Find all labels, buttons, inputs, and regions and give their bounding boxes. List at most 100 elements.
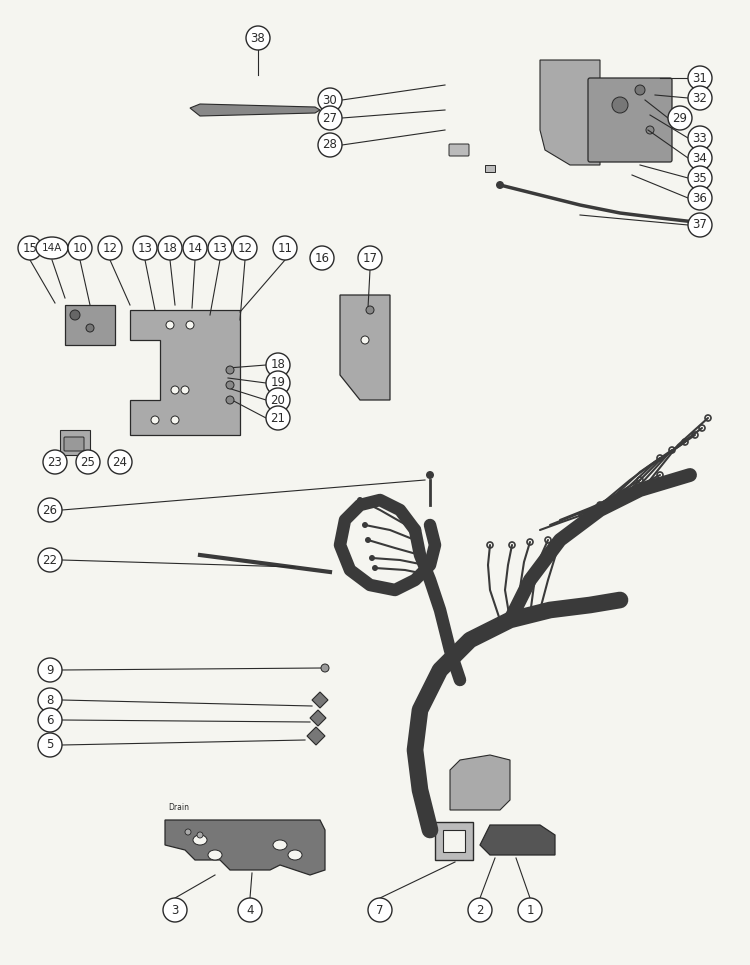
Text: 7: 7 (376, 903, 384, 917)
Circle shape (226, 396, 234, 404)
Text: 33: 33 (693, 131, 707, 145)
Circle shape (321, 664, 329, 672)
Circle shape (151, 416, 159, 424)
Circle shape (185, 829, 191, 835)
Ellipse shape (273, 840, 287, 850)
Circle shape (368, 898, 392, 922)
Circle shape (318, 133, 342, 157)
Text: 21: 21 (271, 411, 286, 425)
Circle shape (38, 498, 62, 522)
Circle shape (68, 236, 92, 260)
Circle shape (635, 85, 645, 95)
Ellipse shape (288, 850, 302, 860)
Circle shape (688, 186, 712, 210)
Ellipse shape (36, 237, 68, 259)
Circle shape (688, 146, 712, 170)
Circle shape (171, 416, 179, 424)
Circle shape (38, 708, 62, 732)
FancyBboxPatch shape (435, 822, 473, 860)
Polygon shape (540, 60, 600, 165)
Text: 17: 17 (362, 252, 377, 264)
Circle shape (18, 236, 42, 260)
Circle shape (70, 310, 80, 320)
Circle shape (43, 450, 67, 474)
Circle shape (171, 386, 179, 394)
Text: 19: 19 (271, 376, 286, 390)
Circle shape (646, 126, 654, 134)
Polygon shape (450, 755, 510, 810)
Circle shape (208, 236, 232, 260)
Circle shape (238, 898, 262, 922)
Circle shape (86, 324, 94, 332)
Text: 12: 12 (103, 241, 118, 255)
FancyBboxPatch shape (449, 144, 469, 156)
Text: 11: 11 (278, 241, 292, 255)
Text: 14: 14 (188, 241, 202, 255)
Circle shape (266, 388, 290, 412)
Text: 35: 35 (693, 172, 707, 184)
Circle shape (246, 26, 270, 50)
Polygon shape (165, 820, 325, 875)
Text: Drain: Drain (168, 804, 189, 813)
Ellipse shape (193, 835, 207, 845)
Polygon shape (310, 710, 326, 726)
Circle shape (362, 522, 368, 528)
Circle shape (166, 321, 174, 329)
Circle shape (98, 236, 122, 260)
Text: 6: 6 (46, 713, 54, 727)
Text: 3: 3 (171, 903, 178, 917)
Circle shape (38, 688, 62, 712)
Circle shape (366, 306, 374, 314)
Text: 22: 22 (43, 554, 58, 566)
Polygon shape (480, 825, 555, 855)
Circle shape (38, 658, 62, 682)
Text: 10: 10 (73, 241, 88, 255)
Text: 13: 13 (212, 241, 227, 255)
Circle shape (318, 106, 342, 130)
Circle shape (158, 236, 182, 260)
Text: 14A: 14A (42, 243, 62, 253)
Circle shape (38, 733, 62, 757)
FancyBboxPatch shape (64, 437, 84, 451)
Polygon shape (60, 430, 90, 455)
Circle shape (38, 548, 62, 572)
Text: 36: 36 (692, 191, 707, 205)
Text: 31: 31 (692, 71, 707, 85)
Circle shape (688, 213, 712, 237)
Circle shape (266, 371, 290, 395)
Circle shape (612, 97, 628, 113)
Circle shape (358, 246, 382, 270)
Circle shape (163, 898, 187, 922)
Circle shape (273, 236, 297, 260)
Circle shape (133, 236, 157, 260)
FancyBboxPatch shape (443, 830, 465, 852)
Polygon shape (312, 692, 328, 708)
Polygon shape (485, 165, 495, 172)
Text: 29: 29 (673, 112, 688, 124)
Circle shape (688, 86, 712, 110)
Text: 23: 23 (47, 455, 62, 468)
Text: 37: 37 (692, 218, 707, 232)
Text: 18: 18 (271, 359, 286, 372)
Text: 38: 38 (251, 32, 266, 44)
Circle shape (318, 88, 342, 112)
Text: 2: 2 (476, 903, 484, 917)
Text: 9: 9 (46, 664, 54, 676)
Text: 26: 26 (43, 504, 58, 516)
Circle shape (76, 450, 100, 474)
Text: 8: 8 (46, 694, 54, 706)
Circle shape (426, 471, 434, 479)
Text: 1: 1 (526, 903, 534, 917)
Polygon shape (340, 295, 390, 400)
Text: 30: 30 (322, 94, 338, 106)
Text: 18: 18 (163, 241, 178, 255)
Circle shape (197, 832, 203, 838)
Text: 32: 32 (692, 92, 707, 104)
Circle shape (668, 106, 692, 130)
Circle shape (181, 386, 189, 394)
FancyBboxPatch shape (588, 78, 672, 162)
Circle shape (266, 353, 290, 377)
Text: 27: 27 (322, 112, 338, 124)
Polygon shape (130, 310, 240, 435)
Text: 4: 4 (246, 903, 254, 917)
